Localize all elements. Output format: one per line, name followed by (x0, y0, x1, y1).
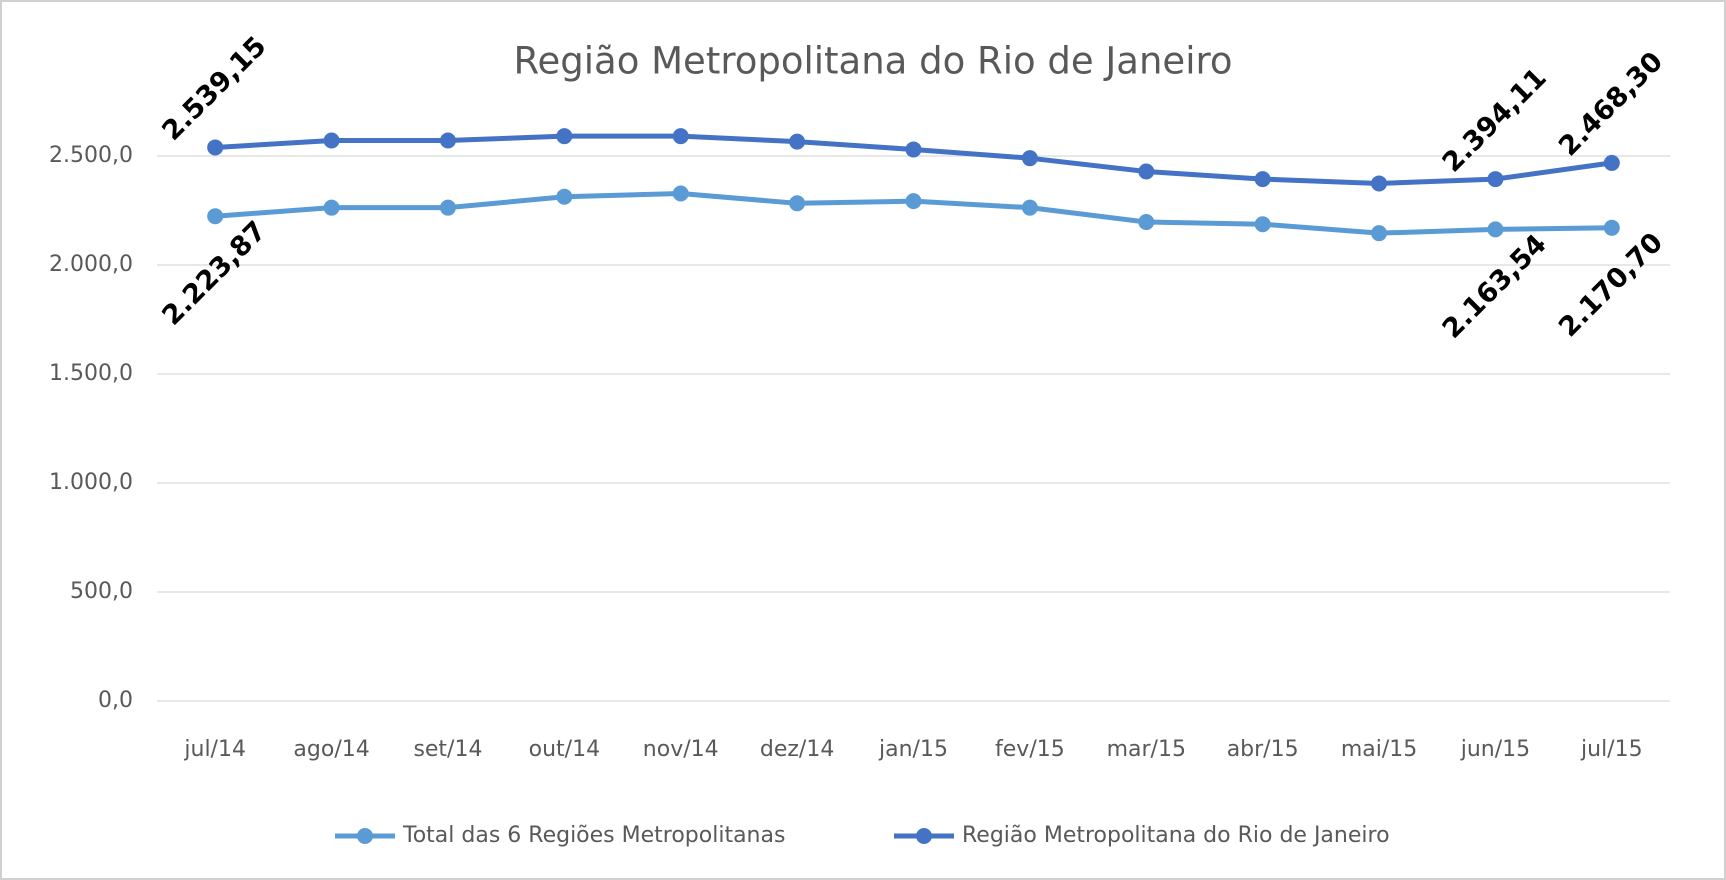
y-tick-label: 0,0 (98, 688, 133, 713)
x-tick-label: fev/15 (995, 737, 1065, 762)
data-point (1254, 216, 1271, 233)
legend-label: Região Metropolitana do Rio de Janeiro (962, 823, 1390, 848)
x-tick-label: jul/15 (1580, 737, 1643, 762)
x-tick-label: ago/14 (293, 737, 369, 762)
x-tick-label: jan/15 (878, 737, 948, 762)
data-point (672, 128, 689, 145)
x-tick-label: abr/15 (1227, 737, 1299, 762)
data-point (905, 193, 922, 210)
data-point (789, 133, 806, 150)
x-tick-label: set/14 (413, 737, 482, 762)
x-tick-label: dez/14 (760, 737, 834, 762)
data-point (1254, 171, 1271, 188)
data-point (1371, 175, 1388, 192)
x-tick-label: jul/14 (183, 737, 246, 762)
data-point (207, 139, 224, 156)
chart-title: Região Metropolitana do Rio de Janeiro (513, 40, 1232, 83)
data-point (1603, 219, 1620, 236)
data-point (789, 195, 806, 212)
legend-marker (916, 828, 932, 844)
data-point (439, 132, 456, 149)
data-point (1603, 154, 1620, 171)
y-tick-label: 2.000,0 (49, 252, 133, 277)
data-point (323, 132, 340, 149)
legend-marker (357, 828, 373, 844)
legend-label: Total das 6 Regiões Metropolitanas (402, 823, 785, 848)
x-tick-label: mai/15 (1341, 737, 1417, 762)
data-point (1371, 225, 1388, 242)
data-point (672, 185, 689, 202)
data-point (1487, 171, 1504, 188)
y-tick-label: 1.000,0 (49, 470, 133, 495)
y-tick-label: 500,0 (70, 579, 133, 604)
x-tick-label: out/14 (529, 737, 600, 762)
data-point (556, 128, 573, 145)
y-tick-label: 1.500,0 (49, 361, 133, 386)
data-point (1138, 163, 1155, 180)
data-point (556, 188, 573, 205)
x-tick-label: nov/14 (643, 737, 719, 762)
y-tick-label: 2.500,0 (49, 143, 133, 168)
data-point (1487, 221, 1504, 238)
data-point (323, 199, 340, 216)
data-point (905, 141, 922, 158)
data-point (207, 208, 224, 225)
data-point (1021, 150, 1038, 167)
x-tick-label: mar/15 (1107, 737, 1186, 762)
data-point (1021, 199, 1038, 216)
x-tick-label: jun/15 (1460, 737, 1530, 762)
data-point (439, 199, 456, 216)
data-point (1138, 214, 1155, 231)
